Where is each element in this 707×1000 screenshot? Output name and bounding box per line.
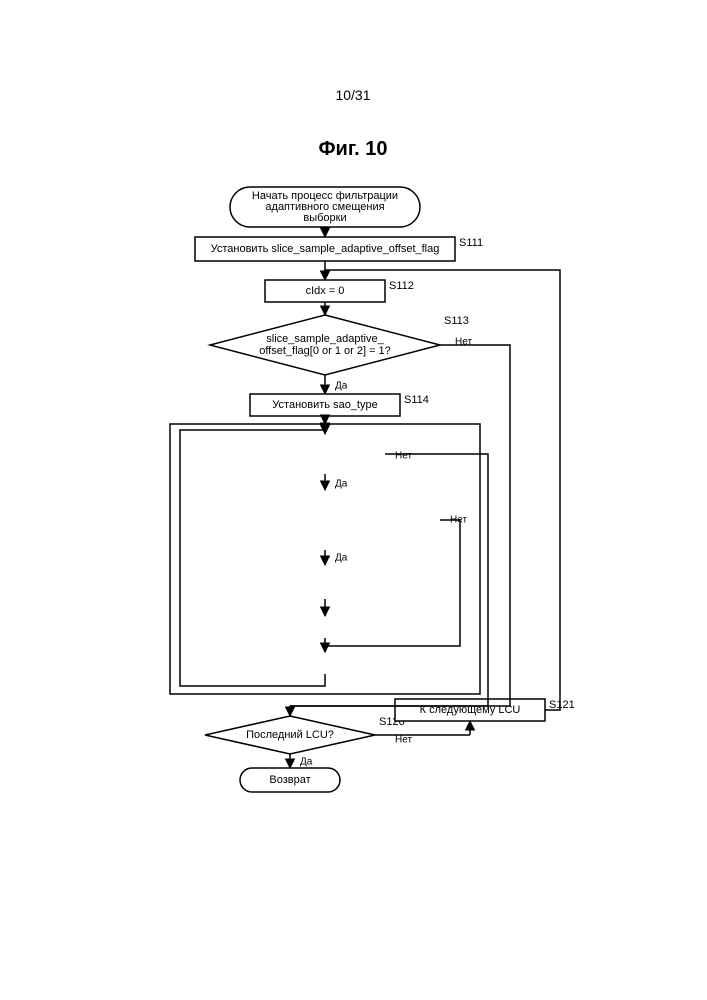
svg-text:Нет: Нет — [455, 337, 472, 348]
svg-text:Да: Да — [335, 479, 348, 490]
svg-text:Да: Да — [300, 757, 313, 768]
svg-text:10/31: 10/31 — [335, 87, 370, 103]
svg-text:Да: Да — [335, 553, 348, 564]
svg-text:Нет: Нет — [395, 735, 412, 746]
svg-text:slice_sample_adaptive_: slice_sample_adaptive_ — [266, 333, 384, 345]
svg-text:S121: S121 — [549, 699, 575, 711]
svg-text:Нет: Нет — [450, 515, 467, 526]
svg-text:Установить slice_sample_adapti: Установить slice_sample_adaptive_offset_… — [211, 243, 440, 255]
svg-text:S112: S112 — [389, 280, 414, 292]
svg-text:S114: S114 — [404, 394, 429, 406]
svg-text:cIdx = 0: cIdx = 0 — [306, 285, 345, 297]
svg-text:Возврат: Возврат — [269, 774, 310, 786]
svg-text:Нет: Нет — [395, 451, 412, 462]
svg-text:выборки: выборки — [303, 212, 346, 224]
svg-text:Фиг. 10: Фиг. 10 — [318, 138, 387, 160]
svg-text:offset_flag[0 or 1 or 2] = 1?: offset_flag[0 or 1 or 2] = 1? — [259, 345, 391, 357]
svg-text:Установить sao_type: Установить sao_type — [272, 399, 377, 411]
svg-text:S111: S111 — [459, 237, 483, 249]
svg-text:Последний LCU?: Последний LCU? — [246, 729, 334, 741]
svg-text:S113: S113 — [444, 315, 469, 327]
svg-text:Да: Да — [335, 381, 348, 392]
